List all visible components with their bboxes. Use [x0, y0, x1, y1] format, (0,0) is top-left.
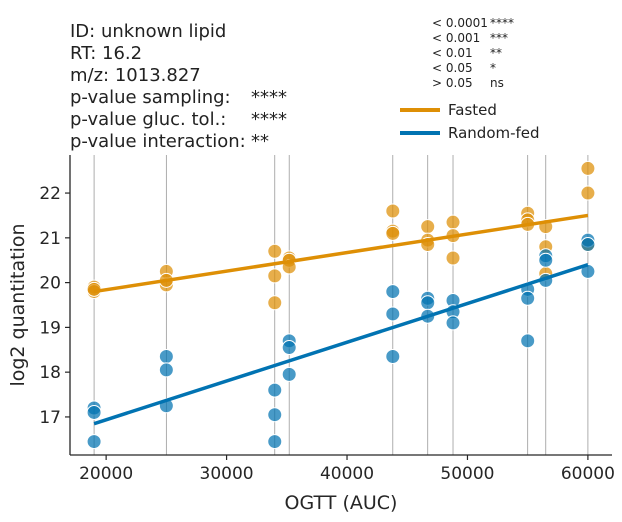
data-point-fasted — [580, 185, 596, 201]
regression-line-random-fed — [93, 263, 589, 426]
regression-lines — [93, 213, 589, 426]
p-interaction-label: p-value interaction: — [70, 131, 246, 152]
sig-threshold: < 0.05 — [432, 61, 473, 75]
legend-label-random-fed: Random-fed — [448, 124, 540, 142]
data-point-random-fed — [267, 407, 283, 423]
axes — [69, 155, 612, 456]
data-point-random-fed — [267, 382, 283, 398]
sig-threshold: < 0.001 — [432, 31, 480, 45]
data-point-random-fed — [86, 404, 102, 420]
sig-stars: ** — [490, 46, 502, 60]
x-tick-label: 40000 — [320, 464, 374, 484]
y-tick-label: 17 — [39, 408, 61, 428]
p-gluc-label: p-value gluc. tol.: — [70, 109, 226, 130]
y-tick-label: 19 — [39, 318, 61, 338]
data-point-fasted — [267, 268, 283, 284]
data-point-fasted — [420, 219, 436, 235]
p-sampling-value: **** — [251, 87, 287, 108]
data-point-random-fed — [385, 348, 401, 364]
data-point-random-fed — [267, 434, 283, 450]
sig-stars: ns — [490, 76, 504, 90]
y-tick-label: 21 — [39, 229, 61, 249]
data-point-fasted — [267, 243, 283, 259]
data-point-random-fed — [445, 315, 461, 331]
sig-stars: **** — [490, 16, 514, 30]
scatter-points — [86, 160, 596, 450]
y-axis-title: log2 quantitation — [7, 223, 29, 386]
x-tick-label: 60000 — [561, 464, 615, 484]
sig-threshold: < 0.01 — [432, 46, 473, 60]
retention-time: RT: 16.2 — [70, 43, 142, 64]
data-point-fasted — [445, 250, 461, 266]
p-gluc-value: **** — [251, 109, 287, 130]
mass-to-charge: m/z: 1013.827 — [70, 65, 201, 86]
data-point-random-fed — [281, 366, 297, 382]
data-point-random-fed — [520, 333, 536, 349]
y-tick-label: 20 — [39, 274, 61, 294]
lipid-id: ID: unknown lipid — [70, 21, 226, 42]
data-point-random-fed — [385, 306, 401, 322]
x-tick-label: 50000 — [440, 464, 494, 484]
y-axis-ticks: 17 18 19 20 21 22 — [39, 184, 70, 428]
x-axis-ticks: 20000 30000 40000 50000 60000 — [79, 455, 615, 484]
data-point-fasted — [385, 203, 401, 219]
data-point-random-fed — [538, 252, 554, 268]
regression-line-fasted — [93, 213, 589, 294]
data-point-random-fed — [580, 237, 596, 253]
data-point-random-fed — [580, 263, 596, 279]
data-point-random-fed — [520, 290, 536, 306]
data-point-random-fed — [158, 362, 174, 378]
sig-stars: * — [490, 61, 496, 75]
x-tick-label: 20000 — [79, 464, 133, 484]
significance-key: < 0.0001 **** < 0.001 *** < 0.01 ** < 0.… — [432, 16, 514, 90]
sig-threshold: < 0.0001 — [432, 16, 488, 30]
data-point-random-fed — [281, 340, 297, 356]
legend: Fasted Random-fed — [400, 101, 540, 142]
data-point-random-fed — [385, 284, 401, 300]
y-tick-label: 18 — [39, 363, 61, 383]
info-block: ID: unknown lipid RT: 16.2 m/z: 1013.827… — [70, 21, 287, 152]
y-tick-label: 22 — [39, 184, 61, 204]
p-interaction-value: ** — [251, 131, 269, 152]
x-axis-title: OGTT (AUC) — [285, 492, 398, 514]
data-point-random-fed — [86, 434, 102, 450]
sig-stars: *** — [490, 31, 508, 45]
data-point-random-fed — [420, 295, 436, 311]
data-point-fasted — [267, 295, 283, 311]
x-tick-label: 30000 — [200, 464, 254, 484]
legend-label-fasted: Fasted — [448, 101, 497, 119]
p-sampling-label: p-value sampling: — [70, 87, 231, 108]
data-point-fasted — [580, 160, 596, 176]
data-point-fasted — [445, 214, 461, 230]
data-point-fasted — [385, 225, 401, 241]
data-point-random-fed — [158, 348, 174, 364]
sig-threshold: > 0.05 — [432, 76, 473, 90]
